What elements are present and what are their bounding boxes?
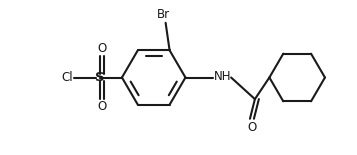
Text: Cl: Cl bbox=[62, 71, 73, 84]
Text: O: O bbox=[97, 42, 107, 55]
Text: O: O bbox=[97, 100, 107, 113]
Text: Br: Br bbox=[157, 8, 170, 21]
Text: O: O bbox=[247, 121, 257, 134]
Text: NH: NH bbox=[214, 70, 232, 83]
Text: S: S bbox=[95, 71, 105, 84]
